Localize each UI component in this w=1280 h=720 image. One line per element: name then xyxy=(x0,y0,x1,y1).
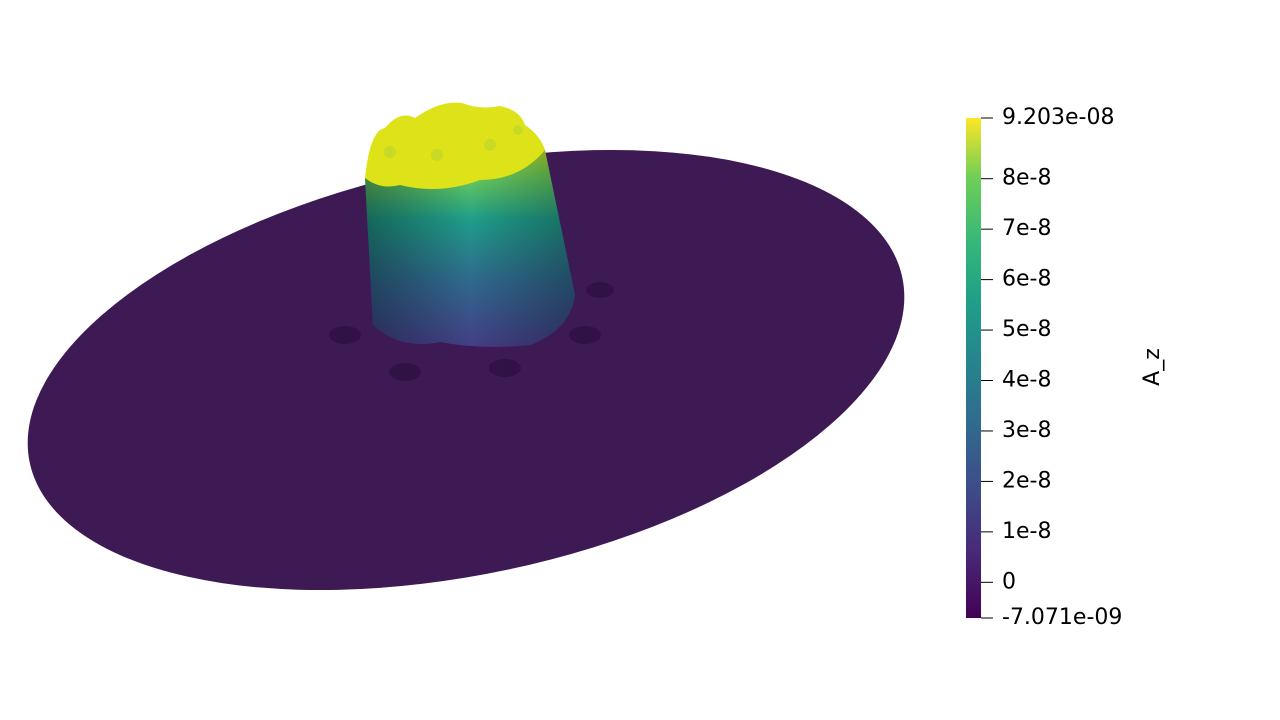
tick-label: 8e-8 xyxy=(1002,166,1051,191)
tick-label: 7e-8 xyxy=(1002,216,1051,241)
tick-label: 4e-8 xyxy=(1002,368,1051,393)
tick-label: -7.071e-09 xyxy=(1002,605,1122,630)
tick-label: 0 xyxy=(1002,569,1016,594)
disc xyxy=(27,149,905,591)
colorbar-title: A_z xyxy=(1140,348,1165,386)
colorbar-ticks: 9.203e-08 8e-8 7e-8 6e-8 5e-8 4e-8 3e-8 2e-8 1e-… xyxy=(981,105,1122,630)
surface xyxy=(27,102,905,591)
tick-label: 5e-8 xyxy=(1002,317,1051,342)
tick-label: 6e-8 xyxy=(1002,267,1051,292)
tick-label: 1e-8 xyxy=(1002,519,1051,544)
column-top xyxy=(365,102,545,189)
colorbar xyxy=(966,118,981,618)
tick-label: 2e-8 xyxy=(1002,468,1051,493)
tick-label: 3e-8 xyxy=(1002,418,1051,443)
tick-label: 9.203e-08 xyxy=(1002,105,1114,130)
